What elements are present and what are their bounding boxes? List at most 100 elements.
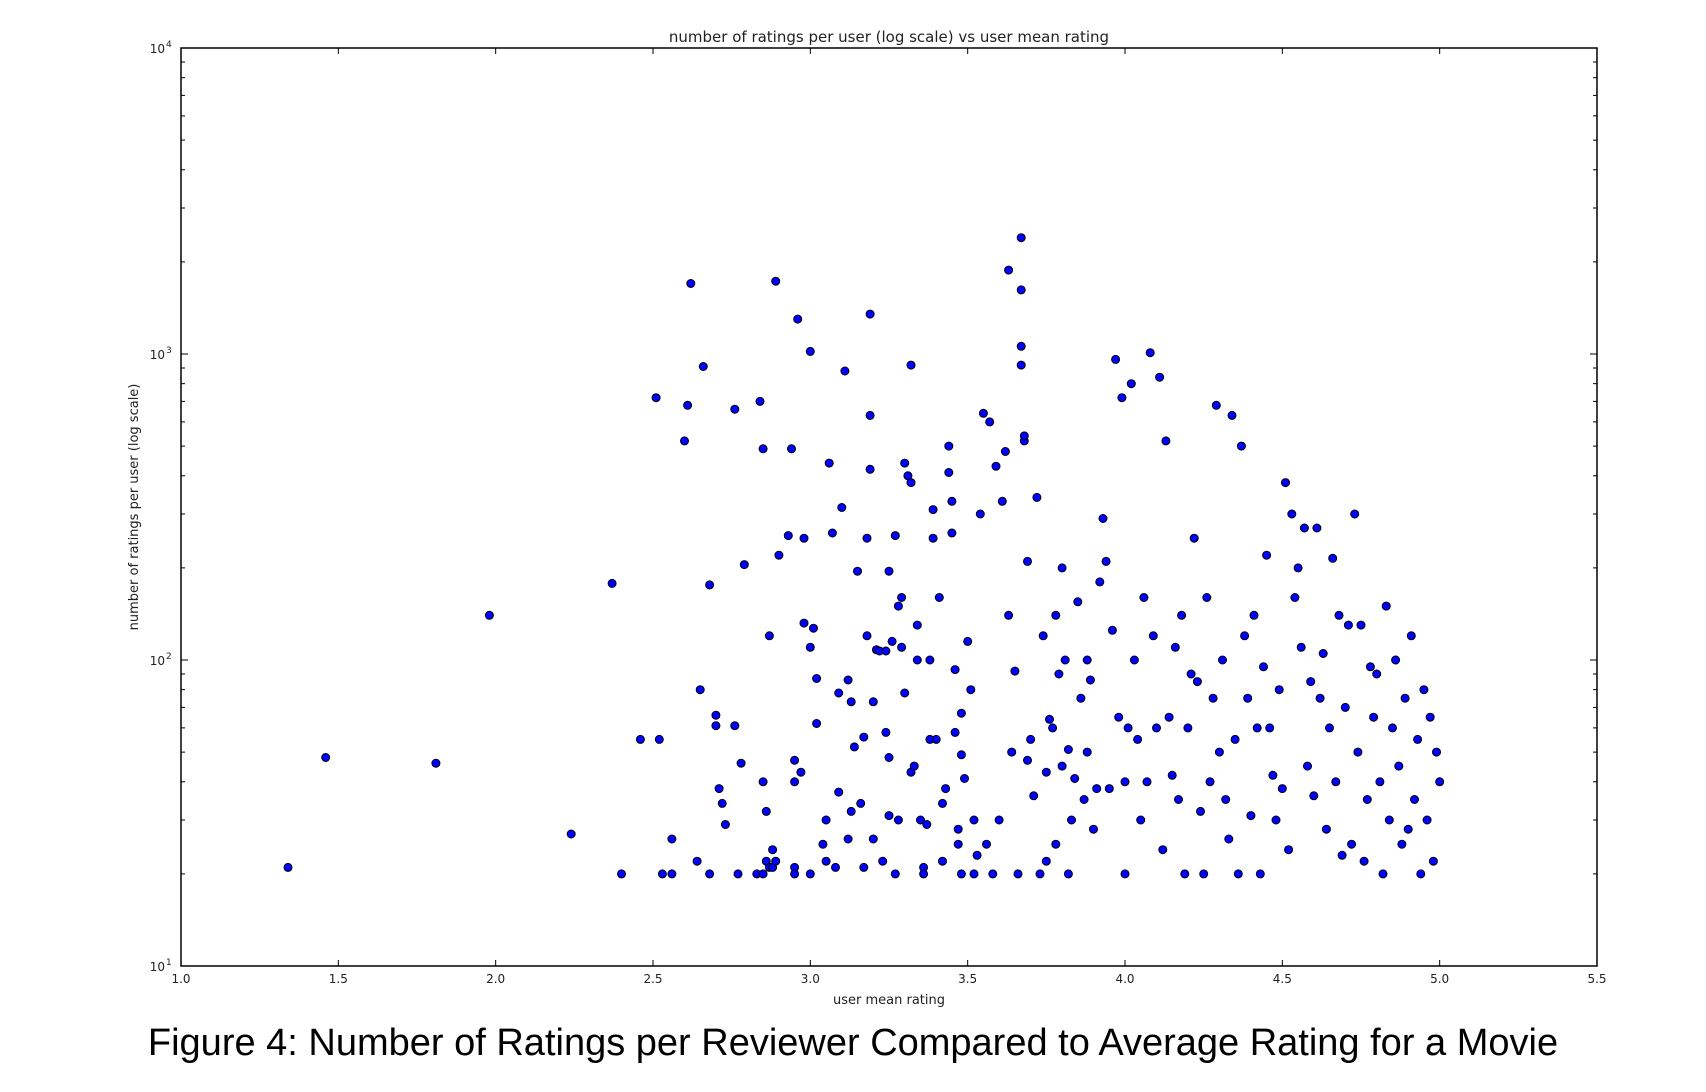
data-point: [969, 869, 979, 879]
data-point: [922, 820, 932, 829]
data-point: [768, 845, 778, 855]
data-point: [1000, 447, 1010, 456]
data-point: [1208, 693, 1218, 703]
data-point: [771, 856, 781, 866]
data-point: [824, 458, 834, 468]
data-point: [1243, 693, 1253, 703]
data-point: [1035, 869, 1045, 879]
data-point: [1032, 492, 1042, 502]
data-point: [1296, 642, 1306, 652]
data-point: [1406, 631, 1416, 641]
data-point: [1356, 620, 1366, 630]
data-point: [1073, 597, 1083, 607]
data-point: [736, 758, 746, 768]
data-point: [1230, 734, 1240, 744]
data-point: [919, 869, 929, 879]
data-point: [1107, 625, 1117, 635]
data-point: [1023, 755, 1032, 765]
data-point: [1337, 850, 1347, 860]
data-point: [843, 675, 853, 685]
data-point: [771, 276, 781, 286]
data-point: [1148, 631, 1158, 641]
data-point: [1425, 712, 1435, 722]
x-tick-label: 4.5: [1273, 972, 1292, 986]
data-point: [1016, 233, 1026, 243]
data-point: [1268, 770, 1278, 780]
data-point: [1262, 550, 1272, 560]
data-point: [862, 533, 872, 543]
data-point: [963, 636, 973, 646]
data-point: [1315, 693, 1325, 703]
data-point: [1004, 610, 1014, 620]
data-point: [695, 685, 705, 695]
data-point: [912, 620, 922, 630]
data-point: [1101, 556, 1111, 566]
data-point: [1303, 761, 1312, 771]
data-point: [635, 734, 645, 744]
data-point: [821, 856, 831, 866]
data-point: [484, 610, 494, 620]
data-point: [1384, 815, 1394, 825]
data-point: [934, 593, 944, 602]
data-point: [840, 366, 850, 376]
data-point: [1211, 400, 1221, 410]
data-point: [960, 774, 969, 783]
data-point: [1218, 655, 1227, 665]
data-point: [758, 444, 768, 454]
data-point: [651, 393, 661, 403]
data-point: [1079, 795, 1089, 804]
data-point: [711, 721, 721, 731]
data-point: [893, 601, 903, 611]
data-point: [1133, 734, 1143, 744]
data-point: [1350, 509, 1360, 519]
data-point: [900, 458, 910, 468]
data-point: [890, 869, 900, 879]
data-point: [1016, 285, 1026, 295]
data-point: [720, 820, 730, 829]
data-point: [944, 468, 954, 477]
data-point: [928, 533, 938, 543]
data-point: [956, 750, 966, 760]
data-point: [1111, 354, 1121, 364]
data-point: [884, 753, 894, 762]
data-point: [1007, 747, 1017, 757]
data-point: [1325, 723, 1334, 733]
data-point: [1023, 556, 1032, 566]
data-point: [834, 787, 844, 797]
data-point: [793, 314, 803, 324]
data-point: [988, 869, 998, 879]
data-point: [809, 623, 818, 633]
data-point: [1391, 655, 1401, 665]
data-point: [1309, 791, 1319, 801]
data-point: [1372, 669, 1382, 679]
data-point: [1416, 869, 1426, 879]
data-point: [1139, 593, 1149, 602]
x-tick-label: 3.0: [801, 972, 820, 986]
data-point: [865, 464, 875, 474]
data-point: [1249, 610, 1259, 620]
data-point: [1394, 761, 1404, 771]
data-point: [1419, 685, 1429, 695]
data-point: [1016, 360, 1026, 370]
data-point: [868, 697, 878, 707]
data-point: [1158, 845, 1168, 855]
data-point: [1177, 610, 1187, 620]
data-point: [906, 360, 916, 370]
data-point: [812, 719, 822, 728]
data-point: [972, 850, 982, 860]
data-point: [1281, 478, 1290, 488]
data-point: [683, 400, 693, 410]
data-point: [1413, 734, 1423, 744]
data-point: [1221, 795, 1231, 804]
data-point: [1265, 723, 1275, 733]
x-tick-label: 2.0: [486, 972, 505, 986]
x-tick-label: 5.0: [1430, 972, 1449, 986]
data-point: [834, 688, 844, 698]
data-point: [865, 309, 875, 319]
data-point: [912, 655, 922, 665]
data-point: [925, 655, 935, 665]
data-point: [1041, 767, 1051, 777]
data-point: [667, 869, 677, 879]
data-point: [950, 727, 960, 737]
data-point: [1051, 839, 1061, 849]
